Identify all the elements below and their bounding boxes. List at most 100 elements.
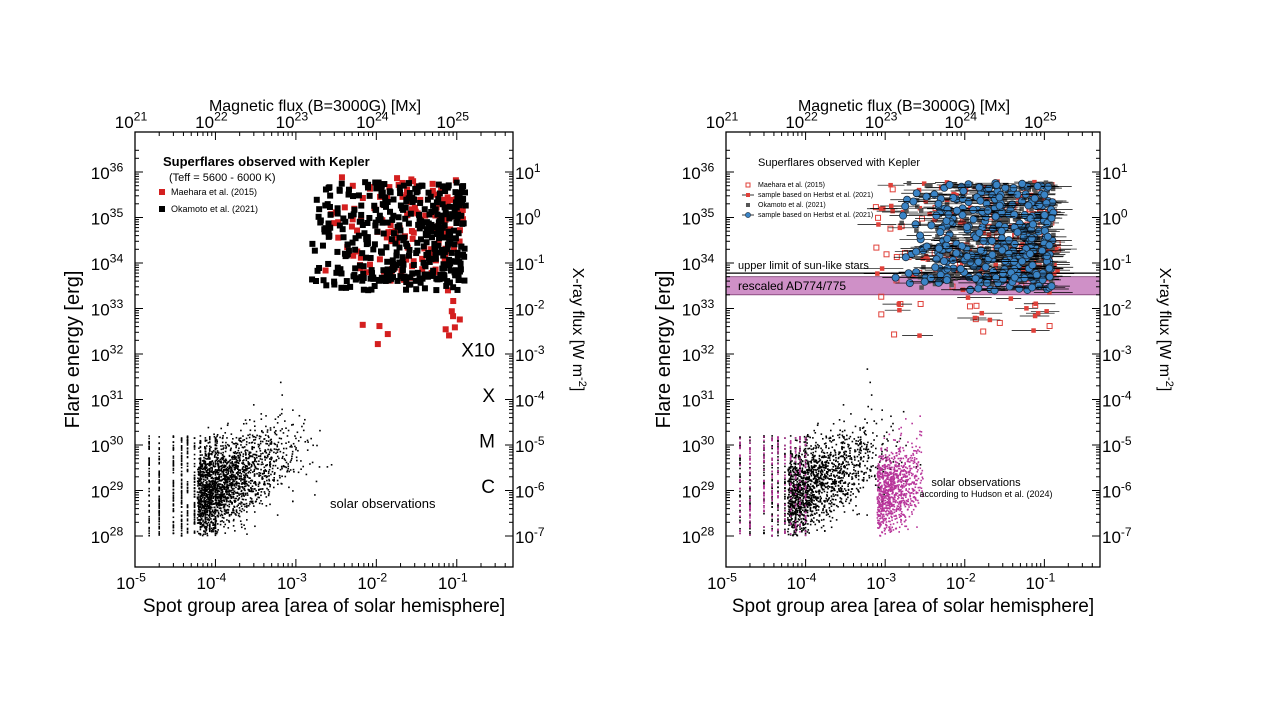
data-point: [186, 511, 189, 514]
data-point: [199, 462, 201, 465]
data-point: [245, 498, 247, 501]
data-point: [1050, 186, 1056, 192]
data-point: [193, 521, 196, 523]
data-point: [201, 525, 203, 527]
data-point: [186, 483, 189, 485]
data-point: [979, 310, 985, 316]
data-point: [244, 492, 247, 495]
data-point: [899, 211, 908, 220]
data-point: [193, 496, 196, 498]
data-point: [359, 222, 366, 229]
data-point: [804, 499, 807, 501]
data-point: [805, 520, 808, 522]
data-point: [934, 278, 943, 287]
data-point: [210, 490, 212, 492]
data-point: [213, 455, 216, 457]
data-point: [809, 514, 812, 517]
data-point: [905, 279, 914, 288]
data-point: [827, 465, 829, 467]
data-point: [251, 434, 254, 437]
data-point: [148, 490, 150, 493]
data-point: [233, 455, 236, 457]
data-point: [199, 469, 201, 472]
data-point: [225, 487, 228, 489]
data-point: [341, 204, 348, 211]
data-point: [253, 468, 256, 471]
data-point: [300, 468, 302, 471]
legend-title: Superflares observed with Kepler: [163, 154, 370, 169]
data-point: [193, 480, 196, 483]
data-point: [345, 191, 352, 198]
data-point: [259, 435, 262, 438]
data-point: [224, 450, 227, 453]
data-point: [180, 474, 183, 477]
data-point: [257, 485, 260, 488]
data-point: [238, 439, 240, 441]
data-point: [224, 465, 227, 467]
data-point: [833, 439, 835, 441]
data-point: [278, 474, 281, 477]
goes-class-label: X10: [461, 340, 495, 361]
data-point: [367, 254, 374, 261]
data-point: [403, 286, 410, 293]
data-point: [265, 425, 267, 428]
data-point: [988, 250, 997, 259]
data-point: [186, 436, 189, 439]
data-point: [209, 467, 211, 470]
data-point: [180, 437, 183, 440]
data-point: [281, 467, 283, 470]
data-point: [214, 511, 217, 514]
data-point: [229, 476, 232, 478]
data-point: [158, 436, 161, 438]
data-point: [172, 479, 175, 482]
data-point: [457, 266, 464, 273]
data-point: [922, 192, 931, 201]
data-point: [158, 472, 161, 474]
data-point: [840, 488, 843, 490]
data-point: [172, 510, 175, 512]
data-point: [219, 465, 221, 468]
data-point: [234, 475, 237, 478]
data-point: [255, 493, 258, 495]
data-point: [252, 435, 255, 438]
data-point: [217, 454, 219, 456]
data-point: [460, 195, 467, 202]
data-point: [148, 464, 150, 466]
data-point: [290, 459, 292, 462]
data-point: [797, 518, 800, 520]
data-point: [242, 482, 245, 484]
data-point: [200, 514, 203, 517]
data-point: [148, 534, 150, 537]
data-point: [201, 466, 204, 468]
right-tick-label: 100: [515, 207, 541, 229]
data-point: [217, 496, 219, 498]
data-point: [148, 475, 150, 477]
data-point: [214, 490, 216, 492]
data-point: [373, 185, 380, 192]
data-point: [246, 533, 248, 535]
data-point: [214, 510, 216, 513]
data-point: [203, 487, 206, 490]
data-point: [208, 484, 211, 487]
data-point: [208, 453, 210, 455]
data-point: [219, 523, 222, 526]
data-point: [212, 490, 214, 492]
data-point: [228, 445, 230, 447]
data-point: [459, 220, 466, 227]
data-point: [158, 502, 161, 505]
data-point: [186, 532, 189, 534]
data-point: [459, 199, 466, 206]
data-point: [217, 511, 220, 514]
data-point: [265, 440, 268, 442]
data-point: [180, 460, 183, 463]
data-point: [922, 242, 931, 251]
data-point: [172, 460, 175, 463]
data-point: [201, 497, 204, 499]
data-point: [235, 442, 237, 445]
data-point: [236, 467, 239, 469]
data-point: [235, 461, 238, 464]
data-point: [226, 480, 229, 483]
data-point: [282, 447, 285, 450]
data-point: [448, 249, 455, 256]
